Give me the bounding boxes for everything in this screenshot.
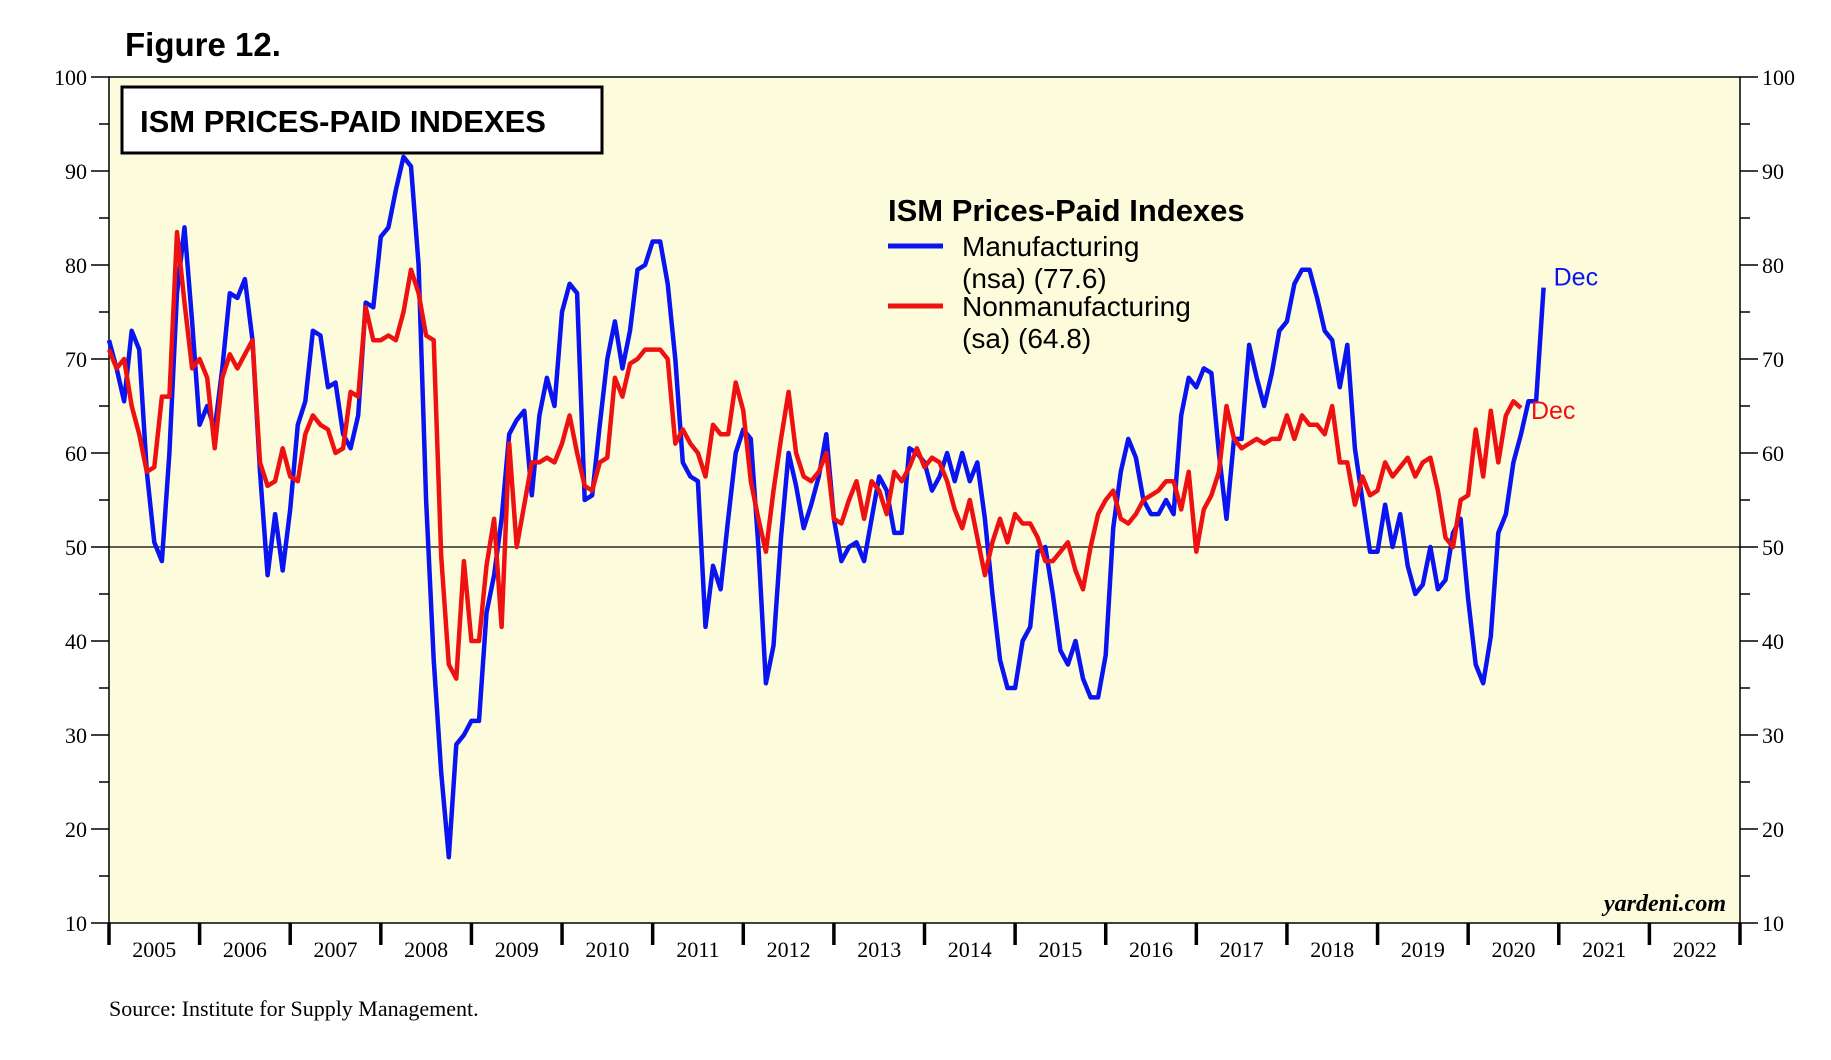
x-year-label: 2019 bbox=[1401, 937, 1445, 962]
right-y-tick-label: 20 bbox=[1762, 817, 1784, 842]
left-y-tick-label: 80 bbox=[65, 253, 87, 278]
series-line-nonmanufacturing bbox=[106, 229, 1523, 681]
watermark: yardeni.com bbox=[1601, 891, 1726, 917]
legend: ISM Prices-Paid Indexes Manufacturing (n… bbox=[888, 193, 1245, 354]
right-y-axis: 10 20 30 40 50 60 70 80 90 100 bbox=[1740, 65, 1795, 936]
left-y-tick-label: 10 bbox=[65, 911, 87, 936]
x-year-label: 2018 bbox=[1310, 937, 1354, 962]
left-y-tick-label: 60 bbox=[65, 441, 87, 466]
left-y-tick-label: 50 bbox=[65, 535, 87, 560]
left-y-tick-label: 30 bbox=[65, 723, 87, 748]
x-year-label: 2017 bbox=[1220, 937, 1264, 962]
figure-label: Figure 12. bbox=[125, 26, 281, 63]
x-year-label: 2014 bbox=[948, 937, 992, 962]
right-y-tick-label: 30 bbox=[1762, 723, 1784, 748]
x-year-label: 2012 bbox=[767, 937, 811, 962]
legend-label-manufacturing: Manufacturing bbox=[962, 231, 1139, 262]
legend-value-nonmanufacturing: (sa) (64.8) bbox=[962, 323, 1091, 354]
right-y-tick-label: 80 bbox=[1762, 253, 1784, 278]
title-box: ISM PRICES-PAID INDEXES bbox=[120, 85, 604, 155]
x-year-label: 2006 bbox=[223, 937, 267, 962]
right-y-tick-label: 40 bbox=[1762, 629, 1784, 654]
x-year-label: 2013 bbox=[857, 937, 901, 962]
right-y-tick-label: 10 bbox=[1762, 911, 1784, 936]
plot-area bbox=[108, 76, 1741, 924]
x-year-label: 2008 bbox=[404, 937, 448, 962]
x-year-label: 2022 bbox=[1673, 937, 1717, 962]
left-y-tick-label: 20 bbox=[65, 817, 87, 842]
left-y-tick-label: 70 bbox=[65, 347, 87, 372]
end-label-manufacturing: Dec bbox=[1554, 264, 1598, 292]
chart-title: ISM PRICES-PAID INDEXES bbox=[140, 104, 546, 139]
x-year-label: 2015 bbox=[1038, 937, 1082, 962]
x-year-label: 2021 bbox=[1582, 937, 1626, 962]
x-year-label: 2009 bbox=[495, 937, 539, 962]
left-y-tick-label: 100 bbox=[54, 65, 87, 90]
left-y-axis: 10 20 30 40 50 60 70 80 90 100 bbox=[54, 65, 109, 936]
source-note: Source: Institute for Supply Management. bbox=[109, 996, 479, 1021]
x-year-label: 2011 bbox=[676, 937, 719, 962]
right-y-tick-label: 90 bbox=[1762, 159, 1784, 184]
right-y-tick-label: 60 bbox=[1762, 441, 1784, 466]
series-line-manufacturing bbox=[106, 154, 1546, 860]
left-y-tick-label: 40 bbox=[65, 629, 87, 654]
right-y-tick-label: 70 bbox=[1762, 347, 1784, 372]
end-label-nonmanufacturing: Dec bbox=[1531, 397, 1575, 425]
x-axis: 2005 2006 2007 2008 2009 2010 2011 2012 2013 2014… bbox=[107, 923, 1742, 962]
x-year-label: 2005 bbox=[132, 937, 176, 962]
legend-label-nonmanufacturing: Nonmanufacturing bbox=[962, 291, 1191, 322]
x-year-label: 2020 bbox=[1491, 937, 1535, 962]
right-y-tick-label: 100 bbox=[1762, 65, 1795, 90]
x-year-label: 2016 bbox=[1129, 937, 1173, 962]
legend-value-manufacturing: (nsa) (77.6) bbox=[962, 263, 1107, 294]
legend-title: ISM Prices-Paid Indexes bbox=[888, 193, 1245, 228]
x-year-label: 2010 bbox=[585, 937, 629, 962]
x-year-label: 2007 bbox=[314, 937, 358, 962]
right-y-tick-label: 50 bbox=[1762, 535, 1784, 560]
left-y-tick-label: 90 bbox=[65, 159, 87, 184]
